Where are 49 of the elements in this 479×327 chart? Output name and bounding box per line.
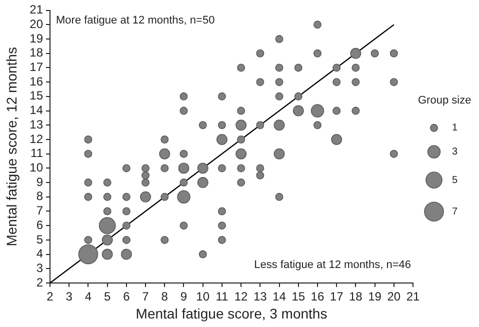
y-tick-label: 8: [36, 189, 44, 204]
x-tick-label: 21: [406, 290, 420, 304]
x-tick-label: 17: [330, 290, 344, 304]
x-tick-label: 20: [387, 290, 401, 304]
x-tick-label: 18: [349, 290, 363, 304]
annotation: More fatigue at 12 months, n=50: [56, 14, 215, 26]
x-tick-label: 13: [253, 290, 268, 304]
y-tick-label: 14: [30, 103, 44, 118]
y-tick-label: 16: [30, 74, 44, 88]
legend-label: 3: [452, 146, 458, 158]
x-tick-label: 14: [272, 290, 286, 304]
x-tick-label: 19: [368, 290, 382, 304]
y-tick-label: 20: [30, 16, 44, 31]
x-tick-label: 2: [46, 290, 54, 304]
x-tick-label: 16: [310, 290, 324, 304]
x-tick-label: 12: [234, 290, 248, 304]
legend-title: Group size: [418, 94, 472, 106]
y-tick-label: 19: [30, 31, 44, 46]
y-tick-label: 15: [30, 88, 44, 103]
y-tick-label: 17: [30, 60, 44, 74]
x-tick-label: 3: [66, 290, 73, 304]
x-axis-title: Mental fatigue score, 3 months: [136, 305, 328, 322]
x-tick-label: 7: [142, 290, 150, 304]
x-tick-label: 15: [292, 290, 306, 304]
legend-label: 7: [452, 206, 458, 218]
annotation: Less fatigue at 12 months, n=46: [254, 259, 411, 272]
y-axis-title: Mental fatigue score, 12 months: [3, 47, 20, 246]
y-tick-label: 21: [30, 2, 44, 17]
legend-label: 1: [452, 122, 458, 134]
x-tick-label: 10: [196, 290, 210, 304]
y-tick-label: 11: [30, 146, 44, 160]
y-tick-label: 7: [36, 204, 44, 218]
y-tick-label: 6: [36, 218, 44, 232]
y-tick-label: 18: [30, 46, 44, 60]
x-tick-label: 4: [84, 290, 92, 304]
y-tick-label: 13: [30, 117, 44, 132]
y-tick-label: 12: [30, 132, 44, 146]
y-tick-label: 9: [36, 174, 44, 189]
x-tick-label: 9: [180, 290, 188, 304]
x-tick-label: 11: [216, 290, 228, 304]
y-tick-label: 2: [36, 275, 44, 290]
legend-label: 5: [452, 174, 458, 186]
y-tick-label: 4: [36, 246, 44, 261]
y-tick-label: 10: [30, 160, 44, 174]
y-tick-label: 3: [36, 260, 44, 275]
y-tick-label: 5: [36, 232, 44, 246]
x-tick-label: 8: [161, 290, 168, 304]
x-tick-label: 5: [104, 290, 111, 304]
x-tick-label: 6: [123, 290, 130, 304]
